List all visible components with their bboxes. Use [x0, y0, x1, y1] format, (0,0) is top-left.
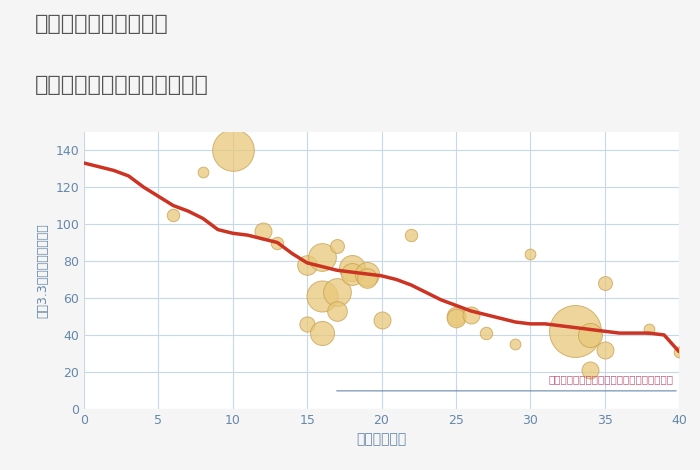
Point	[346, 270, 357, 278]
Point	[599, 280, 610, 287]
Point	[316, 292, 328, 300]
Point	[302, 320, 313, 328]
Point	[644, 326, 655, 333]
Point	[465, 311, 476, 318]
Point	[316, 329, 328, 337]
Point	[584, 366, 595, 374]
Point	[331, 307, 342, 315]
Point	[361, 274, 372, 282]
Point	[331, 289, 342, 296]
Point	[361, 270, 372, 278]
X-axis label: 築年数（年）: 築年数（年）	[356, 432, 407, 446]
Text: 円の大きさは、取引のあった物件面積を示す: 円の大きさは、取引のあった物件面積を示す	[548, 374, 673, 384]
Point	[510, 340, 521, 348]
Point	[168, 211, 179, 219]
Point	[257, 227, 268, 235]
Point	[584, 331, 595, 339]
Y-axis label: 坪（3.3㎡）単価（万円）: 坪（3.3㎡）単価（万円）	[36, 223, 50, 318]
Point	[450, 313, 461, 320]
Text: 築年数別中古マンション価格: 築年数別中古マンション価格	[35, 75, 209, 95]
Point	[569, 328, 580, 335]
Point	[673, 348, 685, 355]
Text: 奈良県奈良市井上町の: 奈良県奈良市井上町の	[35, 14, 169, 34]
Point	[480, 329, 491, 337]
Point	[316, 253, 328, 261]
Point	[272, 239, 283, 246]
Point	[302, 261, 313, 268]
Point	[406, 231, 417, 239]
Point	[450, 314, 461, 322]
Point	[197, 169, 209, 176]
Point	[525, 250, 536, 258]
Point	[376, 316, 387, 324]
Point	[331, 243, 342, 250]
Point	[227, 146, 238, 154]
Point	[599, 346, 610, 353]
Point	[346, 265, 357, 272]
